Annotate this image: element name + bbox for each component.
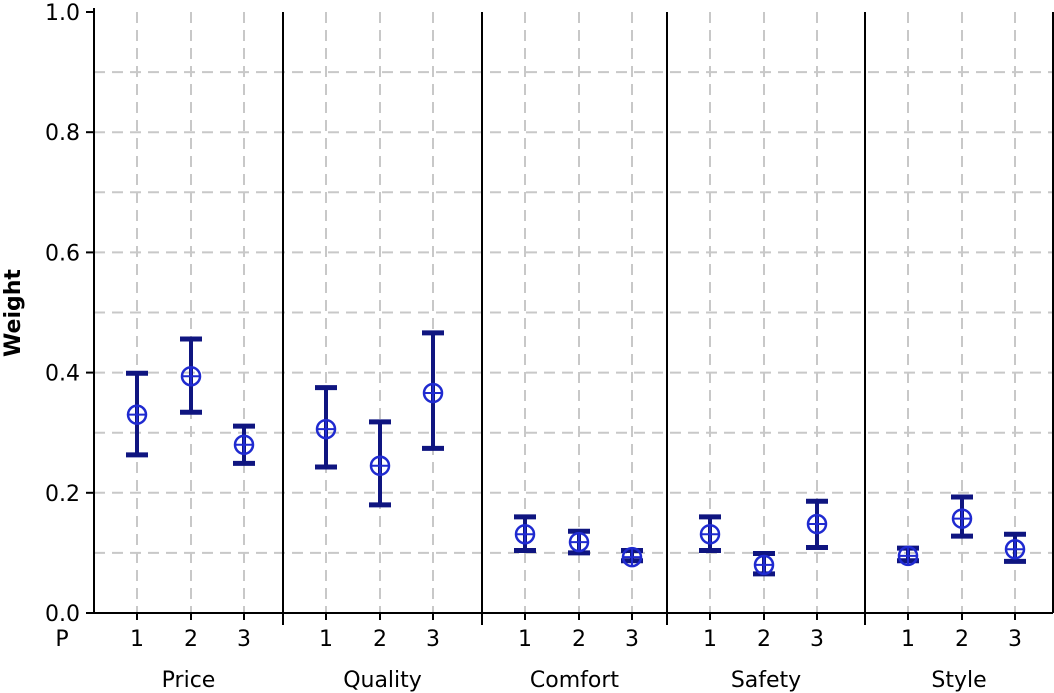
grid [94,12,1053,613]
y-tick-label: 0.6 [45,241,80,266]
y-tick-label: 0.0 [45,602,80,627]
x-tick-label: 1 [703,627,717,652]
x-tick-label: 2 [757,627,771,652]
x-tick-label: 3 [426,627,440,652]
error-bars [126,330,1026,577]
x-tick-label: 2 [373,627,387,652]
y-tick-label: 0.2 [45,482,80,507]
y-tick-label: 1.0 [45,1,80,26]
group-label: Style [931,668,986,693]
x-tick-label: 3 [810,627,824,652]
group-label: Safety [731,668,801,693]
x-tick-label: 3 [625,627,639,652]
group-label: Quality [343,668,422,693]
y-tick-label: 0.4 [45,362,80,387]
y-axis-title: Weight [1,269,26,357]
x-tick-label: 2 [572,627,586,652]
x-row-label: P [55,627,68,652]
x-tick-label: 1 [130,627,144,652]
x-tick-label: 1 [901,627,915,652]
x-tick-label: 2 [955,627,969,652]
x-tick-label: 1 [319,627,333,652]
y-tick-label: 0.8 [45,121,80,146]
x-tick-label: 2 [184,627,198,652]
group-label: Price [162,668,216,693]
x-tick-label: 1 [518,627,532,652]
plot-frame [93,8,1054,625]
x-tick-label: 3 [1008,627,1022,652]
x-tick-label: 3 [237,627,251,652]
group-label: Comfort [530,668,620,693]
